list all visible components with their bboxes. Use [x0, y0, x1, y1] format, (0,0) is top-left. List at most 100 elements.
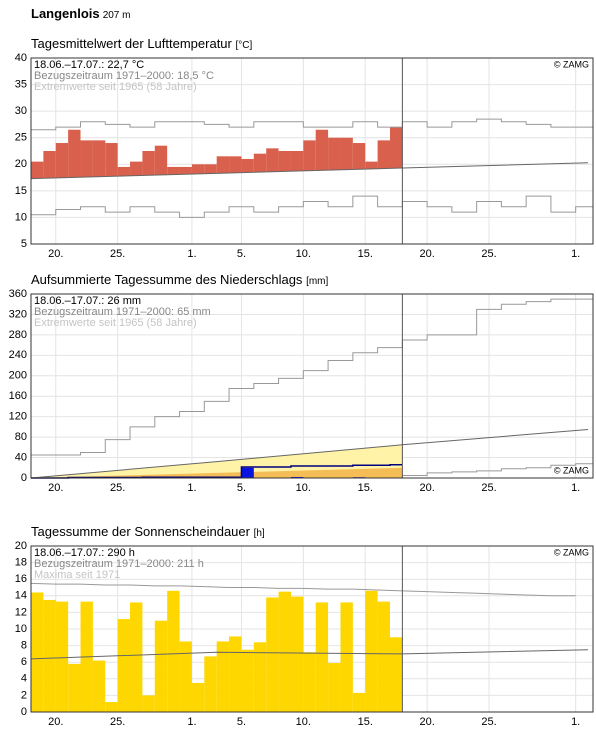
bar: [154, 145, 168, 175]
area: [31, 444, 403, 478]
bar: [290, 151, 304, 172]
x-tick-label: 15.: [358, 482, 373, 494]
x-tick-label: 1.: [187, 716, 196, 728]
annotation: Extremwerte seit 1965 (58 Jahre): [34, 81, 197, 93]
bar: [92, 660, 106, 712]
bar: [253, 642, 267, 712]
y-tick-label: 35: [15, 78, 27, 90]
bar: [55, 601, 69, 712]
bar: [130, 161, 143, 176]
x-tick-label: 15.: [358, 716, 373, 728]
x-tick-label: 5.: [237, 482, 246, 494]
reference-line: [30, 649, 589, 660]
reference-line: [31, 118, 593, 131]
x-tick-label: 20.: [419, 248, 434, 260]
plot-frame: [30, 545, 594, 713]
y-tick-label: 40: [15, 52, 27, 64]
y-tick-label: 240: [9, 349, 27, 361]
bar: [266, 148, 279, 172]
reference-line: [30, 582, 576, 597]
x-tick-label: 20.: [419, 716, 434, 728]
annotation: 18.06.–17.07.: 290 h: [34, 547, 135, 559]
bar: [179, 641, 192, 712]
y-tick-label: 10: [15, 211, 27, 223]
y-tick-label: 20: [15, 540, 27, 552]
x-tick-label: 15.: [358, 248, 373, 260]
bar: [154, 620, 168, 712]
plot-frame: [30, 57, 594, 245]
bar: [204, 656, 217, 712]
bar: [266, 597, 279, 712]
x-tick-label: 10.: [296, 716, 311, 728]
reference-line: [30, 428, 589, 479]
bar: [117, 166, 131, 176]
y-tick-label: 18: [15, 557, 27, 569]
x-tick-label: 25.: [481, 482, 496, 494]
annotation: Bezugszeitraum 1971–2000: 65 mm: [34, 306, 211, 318]
title-text: Tagessumme der Sonnenscheindauer: [31, 524, 251, 539]
bar: [315, 602, 329, 712]
bar: [352, 692, 366, 712]
chart-title: Tagessumme der Sonnenscheindauer [h]: [31, 524, 265, 539]
reference-line: [30, 162, 589, 180]
bar: [241, 158, 254, 173]
x-tick-label: 20.: [48, 482, 63, 494]
x-tick-label: 5.: [237, 716, 246, 728]
y-tick-label: 15: [15, 185, 27, 197]
bar: [80, 140, 93, 178]
reference-line: [31, 298, 593, 456]
annotation: Maxima seit 1971: [34, 569, 120, 581]
station-name: Langenlois: [31, 6, 100, 21]
bar: [303, 140, 316, 171]
annotation: Bezugszeitraum 1971–2000: 18,5 °C: [34, 70, 214, 82]
chart-title: Aufsummierte Tagessumme des Niederschlag…: [31, 272, 329, 287]
y-tick-label: 8: [21, 640, 27, 652]
bar: [303, 652, 316, 712]
x-tick-label: 1.: [571, 482, 580, 494]
x-tick-label: 1.: [571, 248, 580, 260]
bar: [241, 467, 254, 478]
title-text: Aufsummierte Tagessumme des Niederschlag…: [31, 272, 303, 287]
y-tick-label: 30: [15, 105, 27, 117]
bar: [31, 161, 44, 179]
x-tick-label: 25.: [481, 248, 496, 260]
bar: [105, 702, 118, 712]
bar: [179, 166, 192, 175]
y-tick-label: 10: [15, 623, 27, 635]
bar: [68, 129, 81, 178]
y-tick-label: 160: [9, 390, 27, 402]
annotation: 18.06.–17.07.: 22,7 °C: [34, 59, 144, 71]
credit: © ZAMG: [554, 465, 589, 475]
credit: © ZAMG: [554, 59, 589, 69]
x-tick-label: 25.: [481, 716, 496, 728]
y-tick-label: 25: [15, 132, 27, 144]
bar: [31, 592, 44, 712]
y-tick-label: 20: [15, 158, 27, 170]
bar: [55, 143, 69, 178]
unit: [mm]: [306, 276, 328, 287]
bar: [253, 153, 267, 173]
y-tick-label: 360: [9, 288, 27, 300]
bar: [389, 127, 403, 169]
bar: [167, 590, 180, 712]
y-tick-label: 320: [9, 308, 27, 320]
x-tick-label: 10.: [296, 482, 311, 494]
bar: [377, 601, 390, 712]
bar: [377, 140, 390, 169]
bar: [278, 591, 291, 712]
plot-frame: [30, 293, 594, 479]
annotation: Bezugszeitraum 1971–2000: 211 h: [34, 558, 204, 570]
bar: [68, 663, 81, 712]
y-tick-label: 14: [15, 590, 27, 602]
annotation: 18.06.–17.07.: 26 mm: [34, 295, 141, 307]
y-tick-label: 12: [15, 606, 27, 618]
y-tick-label: 5: [21, 238, 27, 250]
bar: [229, 156, 242, 173]
x-tick-label: 5.: [237, 248, 246, 260]
page-title: Langenlois 207 m: [31, 6, 130, 21]
y-tick-label: 2: [21, 689, 27, 701]
y-tick-label: 6: [21, 656, 27, 668]
credit: © ZAMG: [554, 547, 589, 557]
bar: [216, 156, 230, 174]
title-text: Tagesmittelwert der Lufttemperatur: [31, 36, 233, 51]
